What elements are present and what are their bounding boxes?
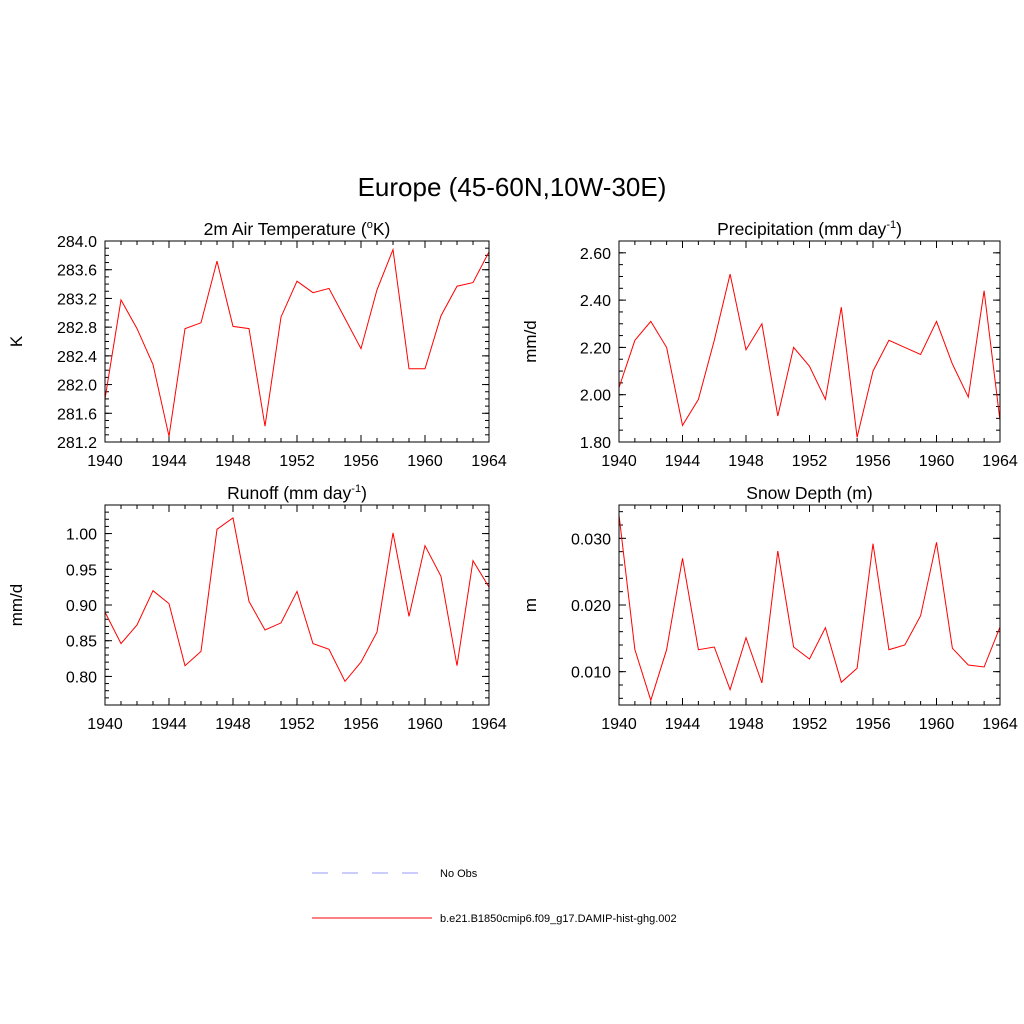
y-tick-label: 0.85 <box>66 634 97 651</box>
y-tick-label: 2.40 <box>580 293 611 310</box>
panel-title-main: 2m Air Temperature ( <box>204 219 367 239</box>
y-tick-label: 283.6 <box>57 263 97 280</box>
panel-title-end: ) <box>361 483 367 503</box>
x-tick-label: 1944 <box>665 716 701 733</box>
plot-frame <box>618 240 1001 443</box>
panels: 2m Air Temperature (oK) K 1940 1944 1948 1952… <box>7 219 1018 733</box>
panel-title-main: Precipitation (mm day <box>717 219 886 239</box>
y-tick-label: 0.90 <box>66 598 97 615</box>
x-tick-label: 1940 <box>87 716 123 733</box>
x-tick-label: 1948 <box>728 716 764 733</box>
panel-title: Runoff (mm day-1) <box>227 483 367 503</box>
y-tick-label: 0.020 <box>571 598 611 615</box>
y-tick-label: 282.0 <box>57 378 97 395</box>
panel-title-main: Snow Depth (m) <box>746 483 872 503</box>
panel-title: Snow Depth (m) <box>746 483 872 503</box>
panel-title: Precipitation (mm day-1) <box>717 219 902 239</box>
y-tick-label: 282.8 <box>57 320 97 337</box>
panel-title-superscript: o <box>367 219 373 231</box>
panel-title-superscript: -1 <box>886 219 896 231</box>
x-tick-label: 1960 <box>919 453 955 470</box>
legend-label-model: b.e21.B1850cmip6.f09_g17.DAMIP-hist-ghg.… <box>440 913 677 925</box>
x-tick-label: 1964 <box>982 716 1018 733</box>
series-line <box>105 247 489 437</box>
y-axis-label: mm/d <box>7 584 26 627</box>
panel-temperature: 2m Air Temperature (oK) K 1940 1944 1948 1952… <box>7 219 507 470</box>
x-tick-label: 1940 <box>601 716 637 733</box>
panel-title-end: ) <box>896 219 902 239</box>
x-tick-label: 1956 <box>855 716 891 733</box>
x-tick-label: 1960 <box>407 453 443 470</box>
legend: No Obs b.e21.B1850cmip6.f09_g17.DAMIP-hi… <box>312 868 677 925</box>
y-tick-label: 281.6 <box>57 406 97 423</box>
x-tick-label: 1964 <box>471 716 507 733</box>
plot-frame <box>104 504 490 706</box>
y-tick-label: 1.80 <box>580 435 611 452</box>
x-tick-label: 1952 <box>792 716 828 733</box>
panel-snow-depth: Snow Depth (m) m 1940 1944 1948 1952 1956 1960 1… <box>521 483 1018 733</box>
y-tick-label: 281.2 <box>57 435 97 452</box>
y-axis-label: mm/d <box>521 320 540 363</box>
panel-title: 2m Air Temperature (oK) <box>204 219 391 239</box>
y-tick-label: 0.80 <box>66 669 97 686</box>
series-line <box>619 514 1000 702</box>
plot-frame <box>104 240 490 443</box>
series-line <box>105 517 489 683</box>
x-tick-label: 1948 <box>215 453 251 470</box>
y-tick-label: 2.60 <box>580 246 611 263</box>
series-line <box>619 273 1000 438</box>
y-tick-label: 284.0 <box>57 234 97 251</box>
x-tick-label: 1944 <box>151 453 187 470</box>
x-tick-label: 1956 <box>343 716 379 733</box>
y-axis-label: m <box>521 598 540 612</box>
y-tick-label: 283.2 <box>57 291 97 308</box>
x-tick-label: 1964 <box>982 453 1018 470</box>
x-tick-label: 1960 <box>919 716 955 733</box>
y-tick-label: 2.20 <box>580 340 611 357</box>
y-tick-label: 0.95 <box>66 562 97 579</box>
y-tick-label: 2.00 <box>580 388 611 405</box>
x-tick-label: 1952 <box>279 453 315 470</box>
y-tick-label: 1.00 <box>66 527 97 544</box>
x-tick-label: 1940 <box>601 453 637 470</box>
panel-title-main: Runoff (mm day <box>227 483 351 503</box>
y-tick-label: 282.4 <box>57 349 97 366</box>
legend-label-no-obs: No Obs <box>440 868 478 880</box>
x-tick-label: 1952 <box>279 716 315 733</box>
panel-precipitation: Precipitation (mm day-1) mm/d 1940 1944 1948… <box>521 219 1018 470</box>
x-tick-label: 1940 <box>87 453 123 470</box>
x-tick-label: 1964 <box>471 453 507 470</box>
y-tick-label: 0.030 <box>571 531 611 548</box>
figure-title: Europe (45-60N,10W-30E) <box>358 172 667 202</box>
x-tick-label: 1944 <box>151 716 187 733</box>
panel-title-superscript: -1 <box>351 483 361 495</box>
panel-title-end: K) <box>373 219 391 239</box>
panel-runoff: Runoff (mm day-1) mm/d 1940 1944 1948 1952 195… <box>7 483 507 733</box>
x-tick-label: 1956 <box>343 453 379 470</box>
x-tick-label: 1944 <box>665 453 701 470</box>
x-tick-label: 1948 <box>728 453 764 470</box>
y-tick-label: 0.010 <box>571 665 611 682</box>
y-axis-label: K <box>7 335 26 347</box>
x-tick-label: 1956 <box>855 453 891 470</box>
x-tick-label: 1948 <box>215 716 251 733</box>
plot-frame <box>618 504 1001 706</box>
x-tick-label: 1960 <box>407 716 443 733</box>
x-tick-label: 1952 <box>792 453 828 470</box>
